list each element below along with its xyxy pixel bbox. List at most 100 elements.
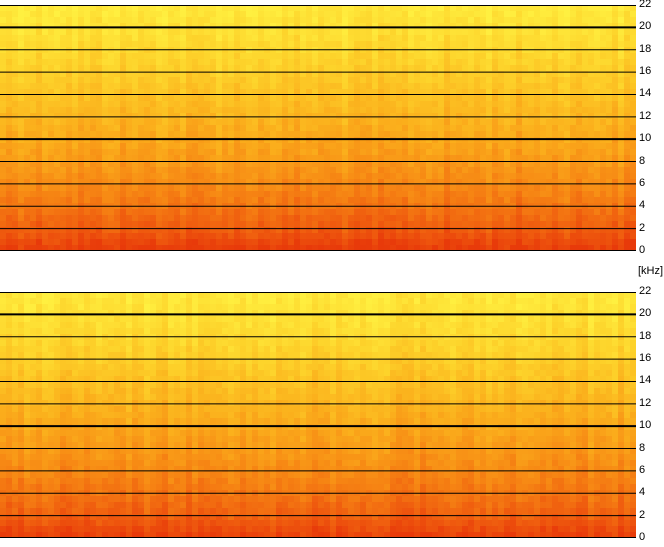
spectrogram-cell xyxy=(192,11,199,18)
spectrogram-cell xyxy=(312,131,319,138)
spectrogram-cell xyxy=(42,107,49,114)
spectrogram-cell xyxy=(276,227,283,234)
spectrogram-cell xyxy=(252,215,259,222)
spectrogram-cell xyxy=(6,143,13,150)
spectrogram-cell xyxy=(474,119,481,126)
spectrogram-cell xyxy=(396,83,403,90)
spectrogram-cell xyxy=(84,185,91,192)
spectrogram-cell xyxy=(438,107,445,114)
spectrogram-cell xyxy=(468,167,475,174)
spectrogram-cell xyxy=(390,167,397,174)
spectrogram-cell xyxy=(342,107,349,114)
spectrogram-cell xyxy=(312,316,319,323)
spectrogram-cell xyxy=(360,113,367,120)
spectrogram-cell xyxy=(330,137,337,144)
spectrogram-cell xyxy=(306,83,313,90)
spectrogram-cell xyxy=(408,155,415,162)
spectrogram-cell xyxy=(534,310,541,317)
spectrogram-cell xyxy=(174,101,181,108)
spectrogram-cell xyxy=(594,316,601,323)
spectrogram-cell xyxy=(174,173,181,180)
spectrogram-cell xyxy=(54,173,61,180)
spectrogram-cell xyxy=(246,29,253,36)
spectrogram-cell xyxy=(138,215,145,222)
spectrogram-cell xyxy=(144,113,151,120)
spectrogram-cell xyxy=(564,167,571,174)
spectrogram-cell xyxy=(546,167,553,174)
spectrogram-cell xyxy=(360,322,367,329)
spectrogram-cell xyxy=(402,83,409,90)
spectrogram-cell xyxy=(174,155,181,162)
spectrogram-cell xyxy=(462,167,469,174)
spectrogram-cell xyxy=(204,233,211,240)
spectrogram-cell xyxy=(114,95,121,102)
spectrogram-cell xyxy=(570,179,577,186)
spectrogram-cell xyxy=(390,41,397,48)
spectrogram-cell xyxy=(630,59,636,66)
spectrogram-cell xyxy=(480,233,487,240)
spectrogram-cell xyxy=(510,107,517,114)
spectrogram-cell xyxy=(510,77,517,84)
spectrogram-cell xyxy=(546,119,553,126)
spectrogram-cell xyxy=(534,239,541,246)
spectrogram-cell xyxy=(66,298,73,305)
spectrogram-cell xyxy=(240,215,247,222)
spectrogram-cell xyxy=(180,173,187,180)
spectrogram-cell xyxy=(540,101,547,108)
spectrogram-cell xyxy=(216,131,223,138)
spectrogram-cell xyxy=(96,197,103,204)
spectrogram-cell xyxy=(372,125,379,132)
spectrogram-cell xyxy=(576,101,583,108)
spectrogram-cell xyxy=(474,65,481,72)
spectrogram-cell xyxy=(456,209,463,216)
spectrogram-cell xyxy=(6,29,13,36)
spectrogram-cell xyxy=(444,322,451,329)
spectrogram-cell xyxy=(468,173,475,180)
spectrogram-cell xyxy=(516,11,523,18)
spectrogram-cell xyxy=(12,17,19,24)
spectrogram-cell xyxy=(240,17,247,24)
spectrogram-cell xyxy=(102,47,109,54)
spectrogram-cell xyxy=(210,113,217,120)
spectrogram-cell xyxy=(600,59,607,66)
spectrogram-cell xyxy=(624,221,631,228)
spectrogram-cell xyxy=(84,53,91,60)
spectrogram-cell xyxy=(264,23,271,30)
spectrogram-cell xyxy=(6,125,13,132)
spectrogram-cell xyxy=(438,119,445,126)
spectrogram-cell xyxy=(588,227,595,234)
spectrogram-cell xyxy=(258,83,265,90)
spectrogram-cell xyxy=(354,113,361,120)
spectrogram-cell xyxy=(570,221,577,228)
spectrogram-cell xyxy=(192,53,199,60)
spectrogram-cell xyxy=(492,35,499,42)
spectrogram-cell xyxy=(450,95,457,102)
spectrogram-cell xyxy=(390,215,397,222)
spectrogram-cell xyxy=(210,59,217,66)
spectrogram-cell xyxy=(498,23,505,30)
spectrogram-cell xyxy=(72,107,79,114)
spectrogram-cell xyxy=(600,304,607,311)
spectrogram-cell xyxy=(534,41,541,48)
spectrogram-cell xyxy=(108,221,115,228)
spectrogram-cell xyxy=(618,119,625,126)
spectrogram-cell xyxy=(42,304,49,311)
spectrogram-cell xyxy=(198,215,205,222)
spectrogram-cell xyxy=(72,125,79,132)
spectrogram-cell xyxy=(444,11,451,18)
spectrogram-cell xyxy=(24,113,31,120)
spectrogram-cell xyxy=(540,65,547,72)
spectrogram-cell xyxy=(540,197,547,204)
spectrogram-cell xyxy=(270,83,277,90)
spectrogram-cell xyxy=(414,11,421,18)
spectrogram-cell xyxy=(522,23,529,30)
spectrogram-cell xyxy=(120,167,127,174)
spectrogram-cell xyxy=(486,215,493,222)
spectrogram-cell xyxy=(204,65,211,72)
spectrogram-cell xyxy=(432,179,439,186)
spectrogram-cell xyxy=(588,107,595,114)
spectrogram-cell xyxy=(546,221,553,228)
spectrogram-cell xyxy=(324,101,331,108)
spectrogram-cell xyxy=(492,316,499,323)
spectrogram-cell xyxy=(330,83,337,90)
